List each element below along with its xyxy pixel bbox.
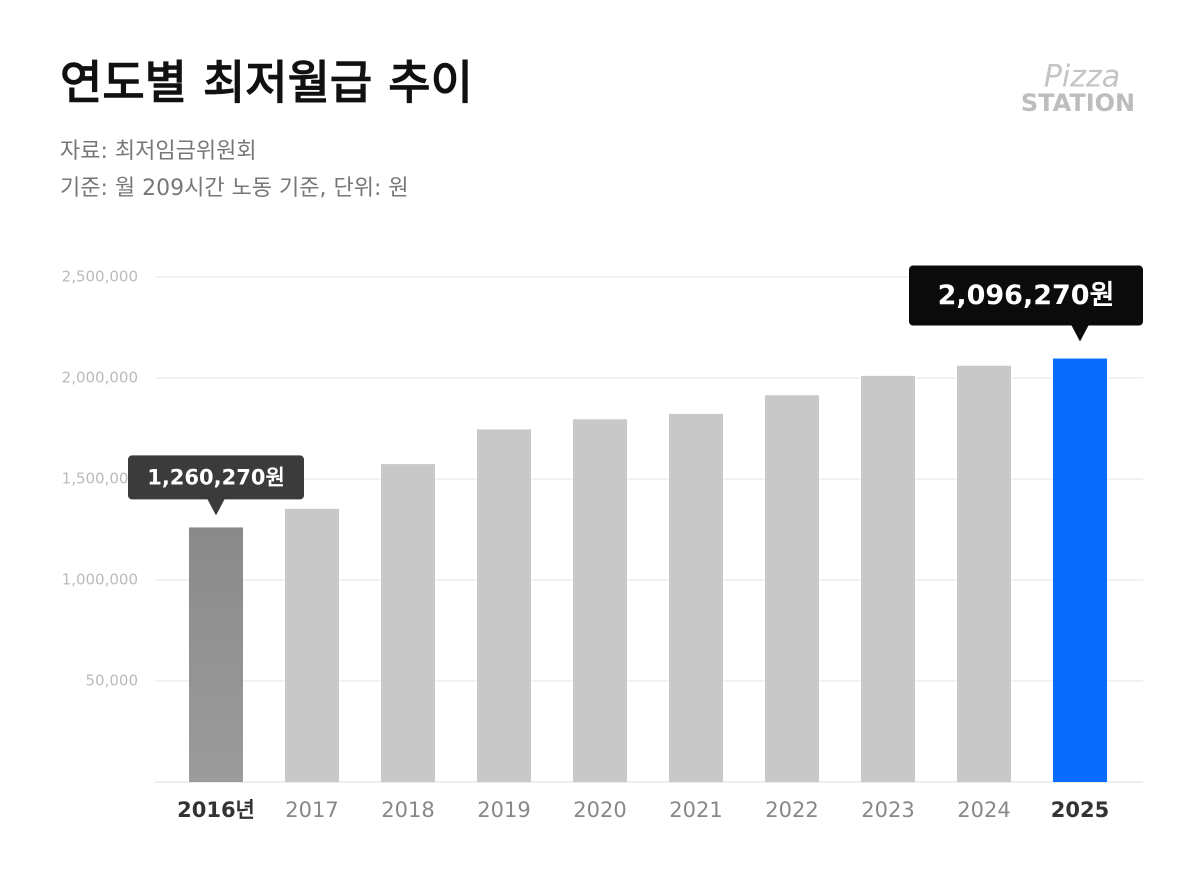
x-tick-label: 2023 [861,798,914,822]
y-tick-label: 1,500,000 [62,470,138,488]
y-tick-label: 50,000 [86,672,139,690]
bar [477,429,531,782]
x-tick-label: 2019 [477,798,530,822]
label-pointer [207,498,225,516]
x-tick-label: 2020 [573,798,626,822]
bar [957,365,1011,782]
bar [189,527,243,782]
x-tick-label: 2016년 [177,798,255,822]
subtitle: 자료: 최저임금위원회 [60,139,257,164]
x-tick-label: 2018 [381,798,434,822]
chart-title: 연도별 최저월급 추이 [60,56,473,110]
bar [573,419,627,782]
bar [1053,358,1107,782]
bar [861,375,915,782]
x-tick-label: 2025 [1051,798,1109,822]
logo-bottom: STATION [1021,89,1135,117]
y-tick-label: 1,000,000 [62,571,138,589]
bar [669,413,723,782]
x-tick-label: 2022 [765,798,818,822]
logo-top: Pizza [1044,60,1120,95]
bar [285,508,339,782]
bar [381,464,435,782]
x-tick-label: 2021 [669,798,722,822]
subtitle: 기준: 월 209시간 노동 기준, 단위: 원 [60,176,409,201]
y-tick-label: 2,500,000 [62,268,138,286]
value-label: 1,260,270원 [147,465,285,489]
label-box [128,455,304,500]
value-label: 2,096,270원 [938,280,1115,311]
y-tick-label: 2,000,000 [62,369,138,387]
bar [765,395,819,782]
label-pointer [1071,324,1089,342]
x-tick-label: 2017 [285,798,338,822]
label-box [909,265,1143,326]
x-tick-label: 2024 [957,798,1010,822]
